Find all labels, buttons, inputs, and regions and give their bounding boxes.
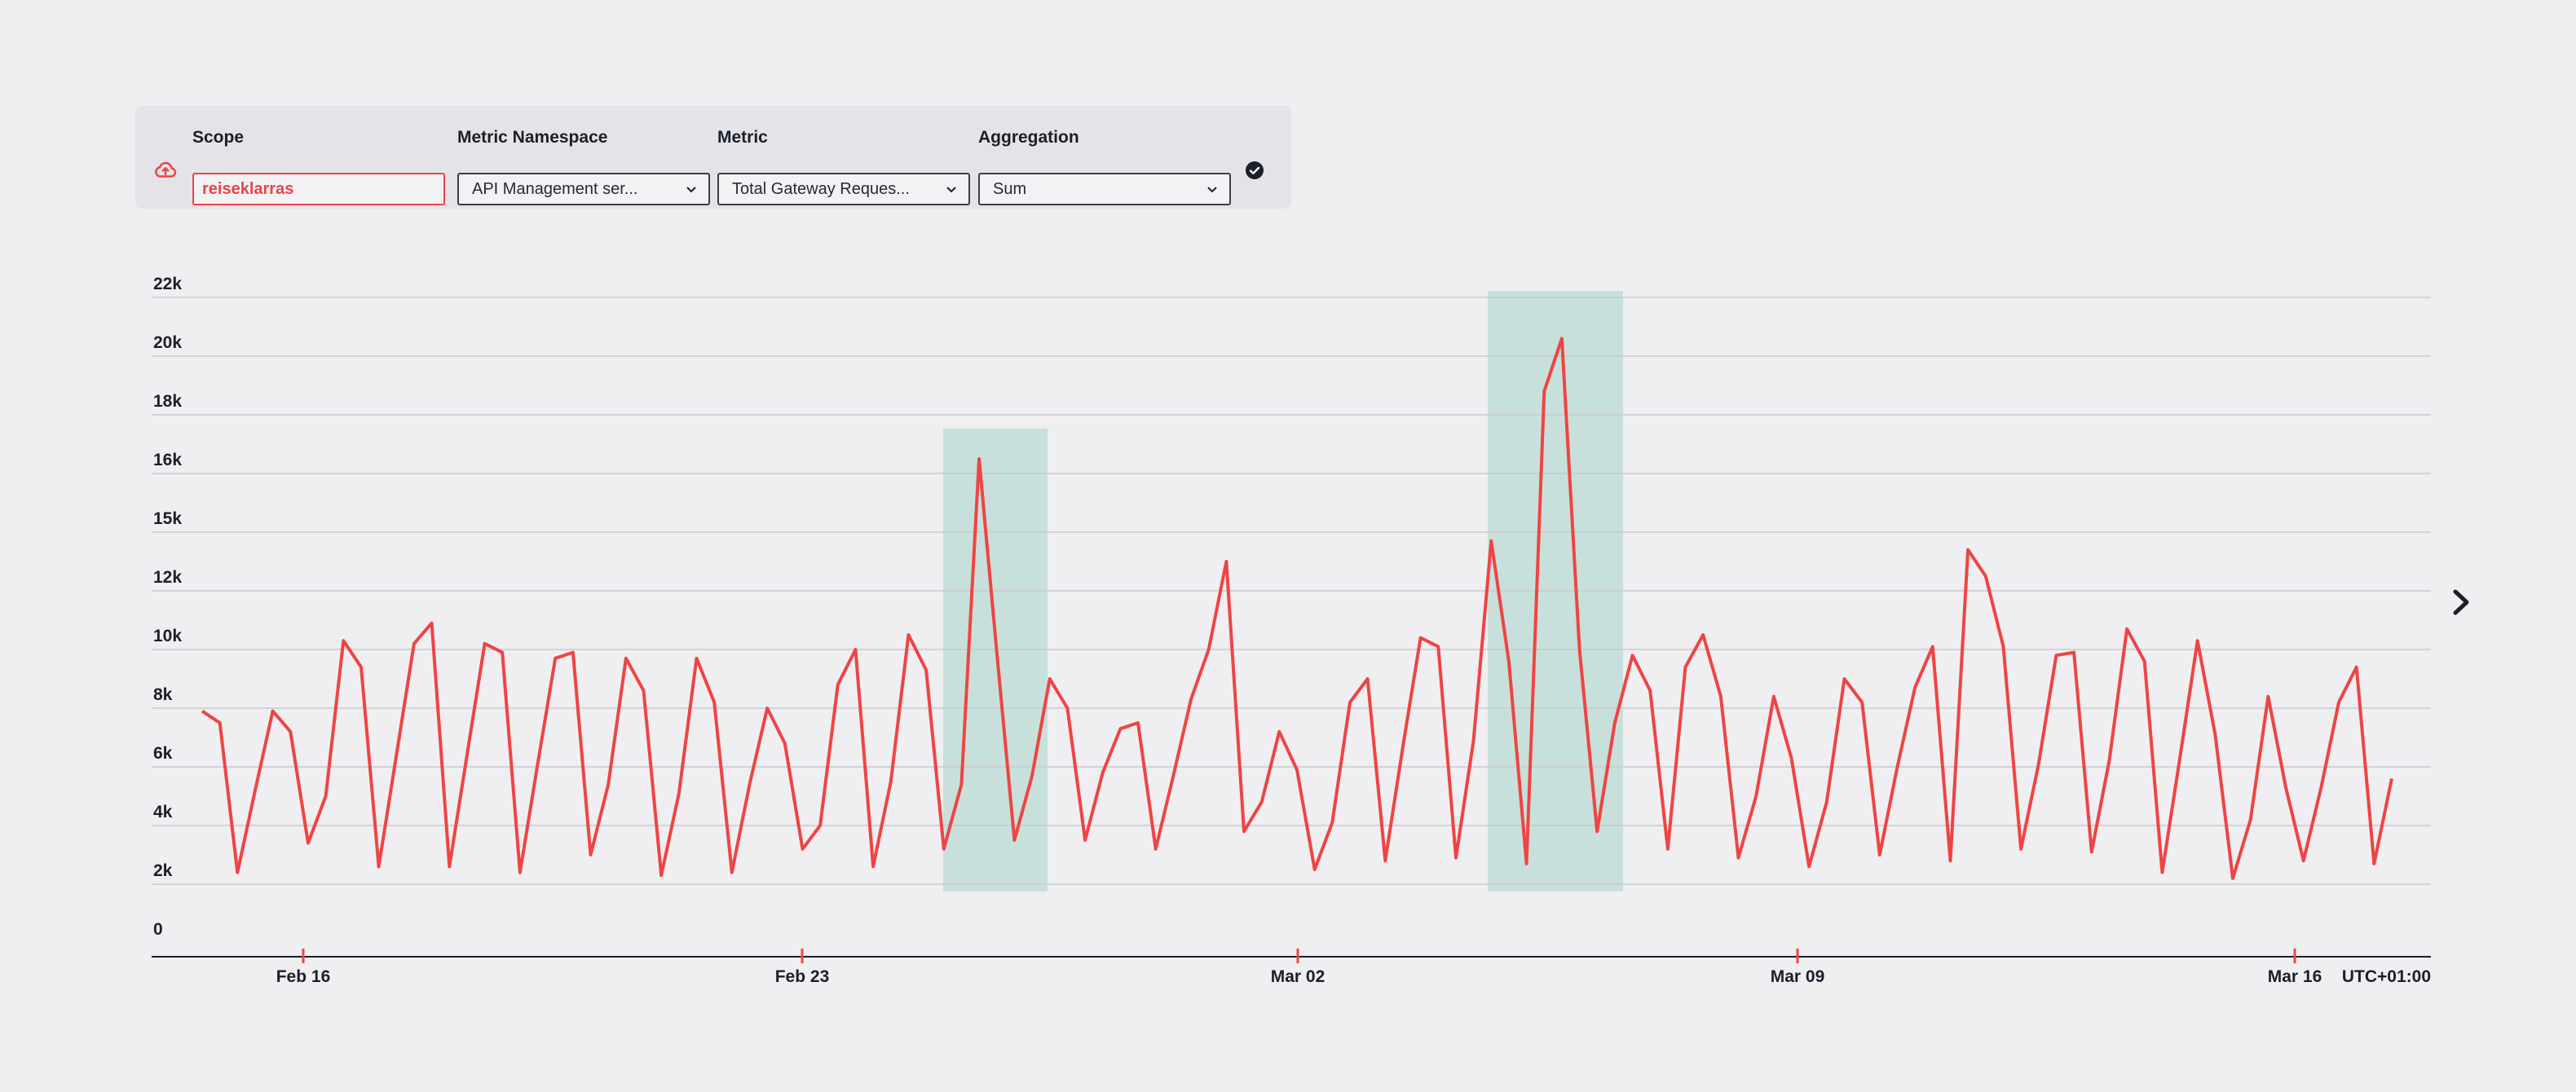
metric-namespace-select[interactable]: API Management ser... [457, 173, 710, 205]
cloud-upload-icon[interactable] [153, 158, 178, 183]
y-tick-label: 18k [153, 392, 182, 411]
x-axis-ticks: Feb 16 Feb 23 Mar 02 Mar 09 Mar 16 [276, 949, 2322, 986]
chevron-right-icon[interactable] [2446, 582, 2478, 623]
x-tick-label: Mar 16 [2268, 967, 2322, 986]
y-tick-label: 2k [153, 861, 173, 880]
y-tick-label: 4k [153, 803, 173, 821]
gridlines [152, 297, 2431, 885]
metric-label: Metric [717, 128, 768, 147]
highlight-range [943, 429, 1048, 892]
scope-field: Scope reiseklarras [192, 125, 445, 205]
y-tick-label: 16k [153, 451, 182, 469]
x-tick-label: Feb 16 [276, 967, 331, 986]
aggregation-label: Aggregation [978, 128, 1079, 147]
chevron-down-icon [686, 187, 696, 193]
scope-input[interactable]: reiseklarras [192, 173, 445, 205]
y-tick-label: 6k [153, 744, 173, 763]
x-tick-label: Feb 23 [775, 967, 830, 986]
metric-value: Total Gateway Reques... [732, 180, 910, 198]
timezone-label: UTC+01:00 [2342, 967, 2431, 986]
chevron-down-icon [1207, 187, 1217, 193]
y-tick-label: 22k [153, 275, 182, 293]
y-tick-label: 0 [153, 920, 163, 939]
y-axis-ticks: 0 2k 4k 6k 8k 10k 12k 15k 16k 18k 20k 22k [153, 275, 182, 939]
metric-namespace-label: Metric Namespace [457, 128, 608, 147]
y-tick-label: 12k [153, 568, 182, 587]
aggregation-field: Aggregation Sum [978, 125, 1231, 205]
metric-namespace-field: Metric Namespace API Management ser... [457, 125, 710, 205]
check-circle-icon[interactable] [1244, 160, 1265, 181]
metric-namespace-value: API Management ser... [472, 180, 638, 198]
chevron-down-icon [946, 187, 956, 193]
metric-field: Metric Total Gateway Reques... [717, 125, 970, 205]
series-line [201, 337, 2393, 880]
aggregation-value: Sum [993, 180, 1027, 198]
x-tick-label: Mar 09 [1771, 967, 1825, 986]
aggregation-select[interactable]: Sum [978, 173, 1231, 205]
y-tick-label: 10k [153, 627, 182, 645]
x-tick-label: Mar 02 [1271, 967, 1325, 986]
y-tick-label: 8k [153, 685, 173, 704]
y-tick-label: 20k [153, 333, 182, 352]
filter-bar: Scope reiseklarras Metric Namespace API … [135, 106, 1291, 209]
scope-label: Scope [192, 128, 245, 147]
metric-select[interactable]: Total Gateway Reques... [717, 173, 970, 205]
y-tick-label: 15k [153, 509, 182, 528]
